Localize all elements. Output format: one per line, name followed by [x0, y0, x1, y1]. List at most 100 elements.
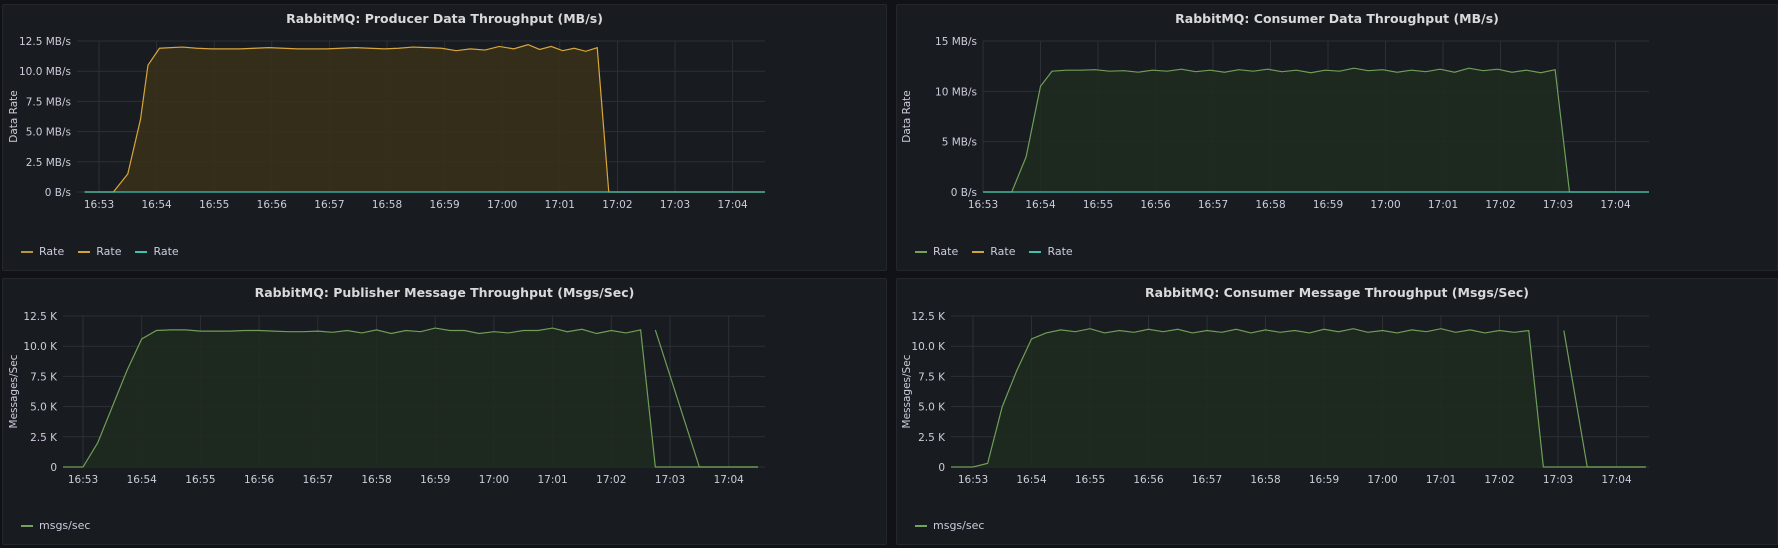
legend-label: msgs/sec — [39, 519, 91, 532]
y-tick-label: 12.5 K — [23, 311, 58, 323]
legend-swatch — [915, 250, 927, 253]
y-axis-label: Data Rate — [901, 90, 913, 143]
x-tick-label: 17:04 — [714, 474, 745, 486]
panel-publisher-message-throughput[interactable]: RabbitMQ: Publisher Message Throughput (… — [2, 278, 887, 545]
series-line — [1563, 330, 1646, 468]
x-tick-label: 16:53 — [68, 474, 98, 486]
legend: Rate Rate Rate — [915, 245, 1073, 258]
chart-consumer-message-throughput: 0 2.5 K 5.0 K 7.5 K 10.0 K 12.5 K 16:53 16:54 16… — [901, 311, 1649, 486]
legend-swatch — [972, 250, 985, 253]
x-tick-label: 17:00 — [1370, 199, 1400, 211]
legend-swatch — [915, 524, 927, 527]
panel-consumer-data-throughput[interactable]: RabbitMQ: Consumer Data Throughput (MB/s… — [896, 4, 1778, 271]
y-axis-label: Messages/Sec — [901, 354, 913, 428]
legend-label: Rate — [96, 245, 122, 258]
x-tick-label: 17:04 — [1600, 199, 1631, 211]
y-tick-label: 10.0 MB/s — [19, 66, 71, 78]
legend: msgs/sec — [915, 519, 984, 532]
panel-consumer-message-throughput[interactable]: RabbitMQ: Consumer Message Throughput (M… — [896, 278, 1778, 545]
y-tick-label: 7.5 K — [918, 371, 946, 383]
x-tick-label: 16:58 — [361, 474, 391, 486]
x-tick-label: 17:04 — [717, 199, 748, 211]
legend: msgs/sec — [21, 519, 90, 532]
panel-title[interactable]: RabbitMQ: Consumer Message Throughput (M… — [1145, 285, 1529, 300]
x-tick-label: 17:00 — [479, 474, 509, 486]
panel-title[interactable]: RabbitMQ: Consumer Data Throughput (MB/s… — [1175, 11, 1499, 26]
legend-item[interactable]: Rate — [1029, 245, 1073, 258]
panel-title[interactable]: RabbitMQ: Producer Data Throughput (MB/s… — [286, 11, 603, 26]
y-tick-label: 7.5 K — [30, 371, 58, 383]
legend-item[interactable]: Rate — [78, 245, 121, 258]
legend-item[interactable]: Rate — [21, 245, 64, 258]
legend-label: msgs/sec — [933, 519, 985, 532]
series-area — [63, 328, 759, 467]
y-tick-label: 12.5 K — [911, 311, 946, 323]
x-tick-label: 16:55 — [199, 199, 229, 211]
legend-swatch — [135, 250, 148, 253]
panel-producer-data-throughput[interactable]: RabbitMQ: Producer Data Throughput (MB/s… — [2, 4, 887, 271]
x-tick-label: 16:56 — [1133, 474, 1164, 486]
x-tick-label: 16:53 — [968, 199, 998, 211]
legend-item[interactable]: msgs/sec — [915, 519, 984, 532]
y-tick-label: 2.5 K — [918, 432, 946, 444]
legend-item[interactable]: msgs/sec — [21, 519, 90, 532]
legend-label: Rate — [153, 245, 179, 258]
legend-label: Rate — [39, 245, 65, 258]
x-tick-label: 16:53 — [84, 199, 114, 211]
y-tick-label: 10 MB/s — [935, 86, 977, 98]
y-tick-label: 15 MB/s — [935, 36, 977, 48]
x-tick-label: 16:58 — [1250, 474, 1280, 486]
y-tick-label: 0 — [938, 462, 945, 474]
legend-item[interactable]: Rate — [972, 245, 1015, 258]
x-tick-label: 17:01 — [545, 199, 575, 211]
x-tick-label: 16:55 — [185, 474, 215, 486]
series-area — [84, 44, 766, 193]
x-tick-label: 16:54 — [1016, 474, 1047, 486]
y-tick-label: 0 — [50, 462, 57, 474]
chart-publisher-message-throughput: 0 2.5 K 5.0 K 7.5 K 10.0 K 12.5 K 16:53 16:54 16… — [8, 311, 765, 486]
legend-item[interactable]: Rate — [135, 245, 179, 258]
panel-title[interactable]: RabbitMQ: Publisher Message Throughput (… — [254, 285, 635, 300]
x-tick-label: 17:01 — [1428, 199, 1458, 211]
y-tick-label: 0 B/s — [45, 187, 71, 199]
x-tick-label: 16:58 — [372, 199, 402, 211]
y-tick-label: 12.5 MB/s — [19, 36, 71, 48]
y-tick-label: 2.5 K — [30, 432, 58, 444]
x-tick-label: 16:56 — [1140, 199, 1171, 211]
x-tick-label: 17:04 — [1601, 474, 1632, 486]
x-tick-label: 17:02 — [596, 474, 626, 486]
y-tick-label: 2.5 MB/s — [26, 157, 71, 169]
y-tick-label: 5 MB/s — [942, 137, 977, 149]
series-line — [951, 328, 1646, 468]
x-tick-label: 16:57 — [1192, 474, 1222, 486]
y-tick-label: 5.0 MB/s — [26, 127, 71, 139]
y-tick-label: 5.0 K — [30, 402, 58, 414]
y-tick-label: 10.0 K — [23, 341, 58, 353]
chart-producer-data-throughput: 0 B/s 2.5 MB/s 5.0 MB/s 7.5 MB/s 10.0 MB/s 12… — [8, 36, 766, 211]
legend-item[interactable]: Rate — [915, 245, 958, 258]
x-tick-label: 16:59 — [1309, 474, 1339, 486]
x-tick-label: 16:55 — [1083, 199, 1113, 211]
y-axis-label: Messages/Sec — [8, 354, 20, 428]
x-tick-label: 16:56 — [257, 199, 288, 211]
y-axis-label: Data Rate — [8, 90, 20, 143]
y-tick-label: 10.0 K — [911, 341, 946, 353]
x-tick-label: 16:59 — [1313, 199, 1343, 211]
x-tick-label: 16:56 — [244, 474, 275, 486]
x-tick-label: 17:02 — [1485, 199, 1515, 211]
legend-label: Rate — [1047, 245, 1073, 258]
chart-consumer-data-throughput: 0 B/s 5 MB/s 10 MB/s 15 MB/s 16:53 16:54 16:55… — [901, 36, 1649, 211]
legend-swatch — [78, 250, 91, 253]
legend: Rate Rate Rate — [21, 245, 179, 258]
x-tick-label: 17:00 — [487, 199, 517, 211]
x-tick-label: 16:54 — [1025, 199, 1056, 211]
x-tick-label: 16:59 — [429, 199, 459, 211]
x-tick-label: 17:01 — [537, 474, 567, 486]
x-tick-label: 17:03 — [660, 199, 690, 211]
series-area — [951, 328, 1646, 467]
y-tick-label: 5.0 K — [918, 402, 946, 414]
legend-label: Rate — [990, 245, 1016, 258]
x-tick-label: 17:02 — [602, 199, 632, 211]
legend-label: Rate — [933, 245, 959, 258]
x-tick-label: 17:03 — [655, 474, 685, 486]
